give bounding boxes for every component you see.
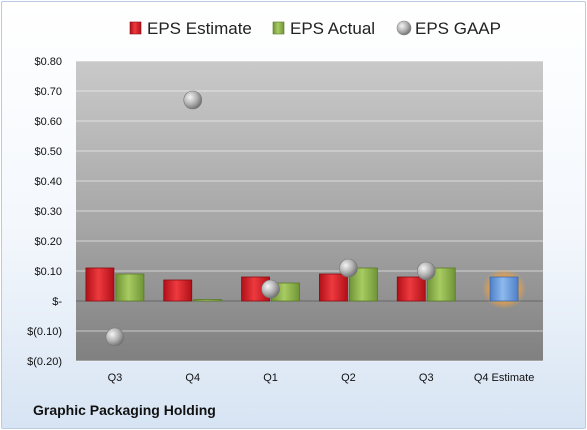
y-tick-label: $0.40: [34, 176, 62, 188]
y-tick-label: $-: [52, 296, 62, 308]
eps-gaap-point: [339, 258, 358, 278]
x-category-label: Q4: [185, 372, 200, 384]
x-category-label: Q1: [263, 372, 278, 384]
legend-swatch-estimate: [129, 21, 142, 35]
eps-gaap-point: [261, 279, 280, 299]
x-category-label: Q3: [108, 372, 123, 384]
legend-label: EPS Actual: [290, 19, 375, 38]
legend-label: EPS Estimate: [147, 19, 252, 38]
x-category-label: Q3: [419, 372, 434, 384]
legend-swatch-gaap: [396, 20, 412, 36]
eps-actual-bar: [193, 299, 223, 302]
eps-gaap-point: [416, 261, 436, 281]
y-tick-label: $(0.10): [27, 326, 62, 338]
x-category-label: Q2: [341, 372, 356, 384]
y-tick-label: $0.10: [34, 266, 62, 278]
eps-estimate-bar: [396, 276, 426, 302]
y-tick-label: $0.80: [34, 56, 62, 68]
x-category-label: Q4 Estimate: [474, 372, 535, 384]
eps-estimate-bar: [163, 279, 193, 302]
y-tick-label: $0.30: [34, 206, 62, 218]
legend-label: EPS GAAP: [415, 19, 501, 38]
eps-estimate-q4-bar: [489, 276, 519, 302]
eps-estimate-bar: [319, 273, 348, 302]
y-tick-label: $0.50: [34, 146, 62, 158]
company-name: Graphic Packaging Holding: [33, 402, 216, 418]
eps-estimate-bar: [85, 267, 115, 302]
eps-gaap-point: [105, 327, 125, 347]
y-tick-label: $0.60: [34, 116, 62, 128]
eps-actual-bar: [115, 273, 145, 302]
y-tick-label: $0.70: [34, 86, 62, 98]
eps-gaap-point: [183, 90, 203, 110]
y-tick-label: $(0.20): [27, 356, 62, 368]
y-tick-label: $0.20: [34, 236, 62, 248]
legend-swatch-actual: [272, 21, 285, 35]
